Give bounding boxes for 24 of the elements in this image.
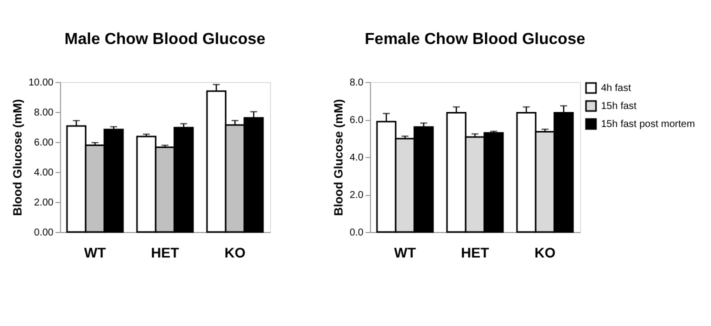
y-tick-label: 4.0 (350, 152, 364, 164)
y-axis-title: Blood Glucose (mM) (10, 99, 24, 216)
legend-label: 15h fast post mortem (601, 119, 695, 130)
y-tick-label: 0.00 (34, 228, 54, 238)
y-tick-label: 6.0 (350, 115, 364, 126)
chart-title: Male Chow Blood Glucose (64, 31, 266, 48)
x-tick-label: WT (394, 244, 416, 260)
x-tick-label: HET (151, 244, 180, 260)
x-tick-label: KO (534, 244, 556, 260)
y-tick-label: 0.0 (350, 228, 364, 238)
y-tick-label: 8.00 (34, 108, 54, 118)
x-tick-label: WT (84, 244, 106, 260)
x-tick-label: HET (461, 244, 490, 260)
y-tick-label: 2.0 (350, 190, 364, 201)
legend-label: 15h fast (601, 101, 637, 112)
y-tick-label: 4.00 (34, 168, 54, 178)
legend-label: 4h fast (601, 83, 632, 94)
chart-title: Female Chow Blood Glucose (364, 31, 586, 48)
y-tick-label: 8.0 (350, 78, 364, 88)
y-tick-label: 2.00 (34, 198, 54, 208)
x-tick-label: KO (224, 244, 246, 260)
y-tick-label: 6.00 (34, 138, 54, 148)
y-tick-label: 10.00 (28, 78, 54, 88)
y-axis-title: Blood Glucose (mM) (332, 99, 346, 216)
